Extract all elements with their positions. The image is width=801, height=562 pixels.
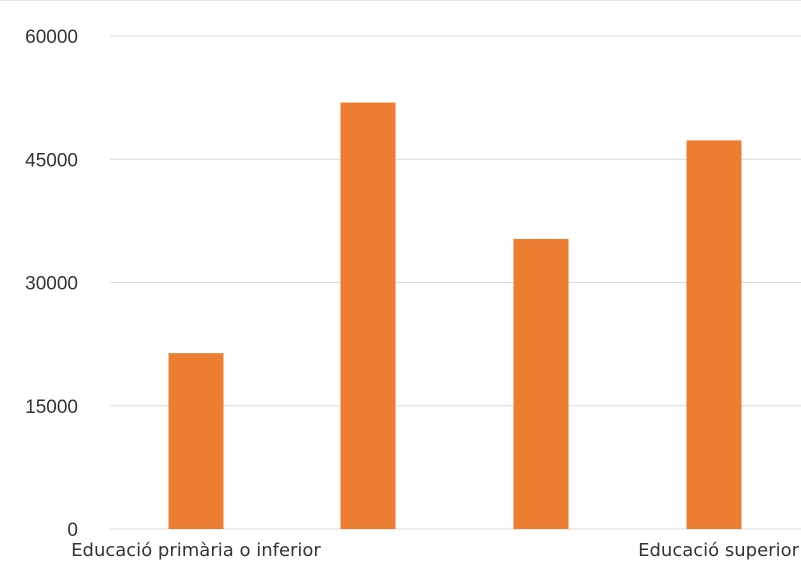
x-category-label-0: Educació primària o inferior: [71, 540, 321, 561]
bars: [168, 102, 742, 530]
bar-3: [686, 140, 742, 529]
y-tick-label-3: 45000: [25, 150, 78, 171]
y-axis-tick-labels: 0 15000 30000 45000 60000: [25, 27, 78, 541]
x-category-label-3: Educació superior: [638, 540, 799, 561]
bar-1: [340, 102, 396, 530]
y-tick-label-2: 30000: [25, 274, 78, 295]
chart-top-border: [0, 0, 801, 1]
y-tick-label-1: 15000: [25, 397, 78, 418]
y-tick-label-4: 60000: [25, 27, 78, 48]
y-tick-label-0: 0: [67, 520, 78, 541]
x-axis-category-labels: Educació primària o inferior Educació sup…: [71, 540, 799, 561]
bar-2: [513, 238, 569, 529]
bar-0: [168, 353, 224, 529]
gridlines: [110, 35, 801, 530]
